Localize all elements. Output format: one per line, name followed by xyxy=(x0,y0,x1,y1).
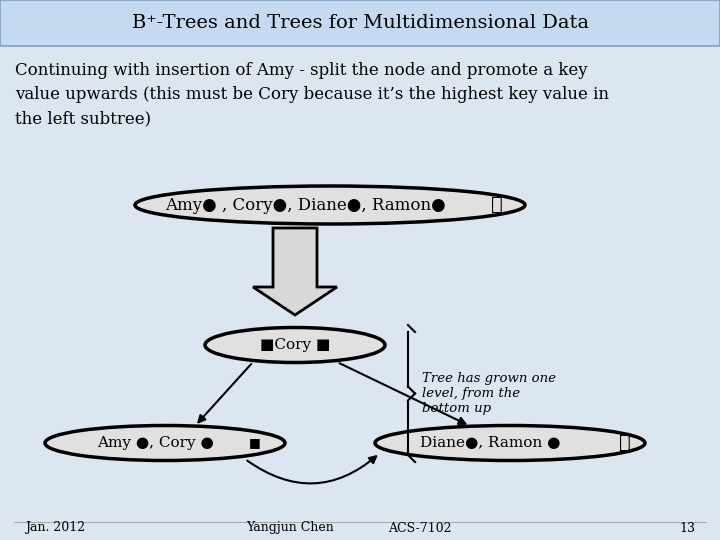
Ellipse shape xyxy=(45,426,285,461)
Text: Tree has grown one
level, from the
bottom up: Tree has grown one level, from the botto… xyxy=(422,372,556,415)
Text: ■Cory ■: ■Cory ■ xyxy=(260,338,330,352)
Text: 13: 13 xyxy=(679,522,695,535)
Text: Diane●, Ramon ●: Diane●, Ramon ● xyxy=(420,436,560,450)
Text: Jan. 2012: Jan. 2012 xyxy=(25,522,85,535)
Text: ■: ■ xyxy=(249,436,261,449)
Ellipse shape xyxy=(135,186,525,224)
Text: ACS-7102: ACS-7102 xyxy=(388,522,451,535)
Text: Amy● , Cory●, Diane●, Ramon●: Amy● , Cory●, Diane●, Ramon● xyxy=(165,197,445,213)
Text: Yangjun Chen: Yangjun Chen xyxy=(246,522,334,535)
Text: B⁺-Trees and Trees for Multidimensional Data: B⁺-Trees and Trees for Multidimensional … xyxy=(132,14,588,32)
Text: ∅: ∅ xyxy=(619,434,631,452)
FancyBboxPatch shape xyxy=(0,0,720,46)
Ellipse shape xyxy=(205,327,385,362)
Ellipse shape xyxy=(375,426,645,461)
Text: Continuing with insertion of Amy - split the node and promote a key
value upward: Continuing with insertion of Amy - split… xyxy=(15,62,609,127)
Text: ∅: ∅ xyxy=(491,196,503,214)
Polygon shape xyxy=(253,228,337,315)
Text: Amy ●, Cory ●: Amy ●, Cory ● xyxy=(96,436,213,450)
